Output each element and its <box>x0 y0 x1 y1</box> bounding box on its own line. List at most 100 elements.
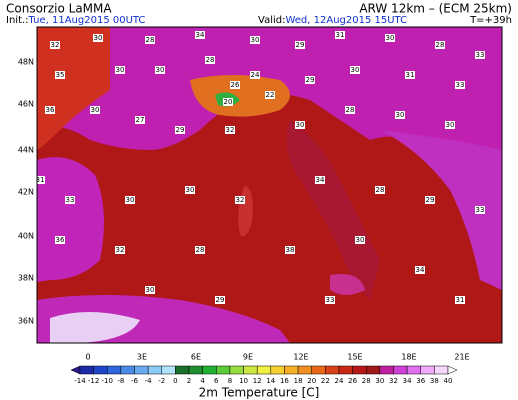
station-value: 30 <box>156 66 165 74</box>
station-box <box>445 121 455 129</box>
station-box <box>37 176 45 184</box>
station-value: 30 <box>386 34 395 42</box>
station-box <box>145 36 155 44</box>
colorbar-label: 34 <box>403 377 412 385</box>
colorbar-label: 36 <box>416 377 425 385</box>
station-value: 34 <box>316 176 325 184</box>
station-box <box>295 121 305 129</box>
station-value: 30 <box>396 111 405 119</box>
lat-label: 38N <box>18 274 34 283</box>
station-value: 28 <box>146 36 155 44</box>
alps-warm <box>190 75 290 117</box>
colorbar-label: -10 <box>102 377 113 385</box>
station-box <box>195 31 205 39</box>
station-box <box>50 41 60 49</box>
colorbar-swatch <box>393 365 408 375</box>
lon-label: 12E <box>293 353 308 362</box>
colorbar-swatch <box>406 365 421 375</box>
station-box <box>250 71 260 79</box>
station-value: 35 <box>56 71 65 79</box>
station-box <box>135 116 145 124</box>
colorbar-arrow <box>70 365 81 375</box>
colorbar-swatch <box>229 365 244 375</box>
station-box <box>223 98 233 106</box>
station-value: 29 <box>296 41 305 49</box>
station-value: 27 <box>136 116 145 124</box>
sicily <box>330 274 365 295</box>
colorbar-swatch <box>338 365 353 375</box>
colorbar-label: -6 <box>131 377 139 385</box>
station-value: 29 <box>216 296 225 304</box>
station-value: 26 <box>231 81 240 89</box>
station-box <box>375 186 385 194</box>
station-value: 30 <box>251 36 260 44</box>
map: 32 30 28 34 30 29 31 30 28 33 35 30 30 28 26 24 20 22 29 30… <box>37 27 502 343</box>
station-value: 28 <box>346 106 355 114</box>
station-value: 31 <box>406 71 415 79</box>
balkans <box>380 130 502 290</box>
station-value: 32 <box>51 41 60 49</box>
station-box <box>425 196 435 204</box>
station-box <box>93 34 103 42</box>
station-value: 29 <box>426 196 435 204</box>
station-value: 32 <box>236 196 245 204</box>
station-value: 30 <box>351 66 360 74</box>
station-box <box>230 81 240 89</box>
station-box <box>195 246 205 254</box>
colorbar-label: -2 <box>158 377 165 385</box>
station-box <box>455 81 465 89</box>
station-value: 22 <box>266 91 275 99</box>
station-box <box>355 236 365 244</box>
colorbar-swatch <box>379 365 394 375</box>
land-west <box>37 27 110 150</box>
colorbar-swatch <box>202 365 217 375</box>
colorbar-arrow <box>447 365 458 375</box>
station-value: 28 <box>376 186 385 194</box>
station-value: 30 <box>91 106 100 114</box>
colorbar-swatch <box>147 365 163 375</box>
station-box <box>45 106 55 114</box>
station-value: 32 <box>226 126 235 134</box>
station-value: 33 <box>476 206 485 214</box>
station-box <box>155 66 165 74</box>
colorbar-label: 10 <box>239 377 248 385</box>
station-box <box>265 91 275 99</box>
station-value: 29 <box>306 76 315 84</box>
station-value: 30 <box>186 186 195 194</box>
station-box <box>115 246 125 254</box>
lon-label: 0 <box>85 353 90 362</box>
station-box <box>55 71 65 79</box>
lat-label: 44N <box>18 146 34 155</box>
colorbar-label: 20 <box>307 377 316 385</box>
colorbar-swatch <box>352 365 367 375</box>
station-value: 34 <box>416 266 425 274</box>
station-box <box>55 236 65 244</box>
lat-labels: 48N 46N 44N 42N 40N 38N 36N <box>18 58 34 326</box>
map-frame <box>36 26 503 344</box>
station-box <box>175 126 185 134</box>
lat-label: 42N <box>18 188 34 197</box>
lon-label: 15E <box>347 353 362 362</box>
colorbar-swatch <box>325 365 340 375</box>
station-box <box>475 51 485 59</box>
station-value: 31 <box>336 31 345 39</box>
station-box <box>395 111 405 119</box>
station-value: 30 <box>446 121 455 129</box>
valid-value: Wed, 12Aug2015 15UTC <box>285 15 407 26</box>
iberia <box>37 157 104 282</box>
station-value: 30 <box>356 236 365 244</box>
init-time: Init.:Tue, 11Aug2015 00UTC <box>6 15 145 26</box>
colorbar-swatch <box>93 365 108 375</box>
station-value: 33 <box>476 51 485 59</box>
colorbar: -14 -12 -10 -8 -6 -4 -2 0 2 4 6 8 10 12 14 16 18 20 22 24 26… <box>70 365 458 385</box>
station-box <box>405 71 415 79</box>
station-box <box>415 266 425 274</box>
station-box <box>205 56 215 64</box>
colorbar-swatch <box>134 365 149 375</box>
station-box <box>455 296 465 304</box>
colorbar-swatch <box>284 365 299 375</box>
station-box <box>295 41 305 49</box>
station-value: 30 <box>116 66 125 74</box>
colorbar-label: 26 <box>348 377 357 385</box>
